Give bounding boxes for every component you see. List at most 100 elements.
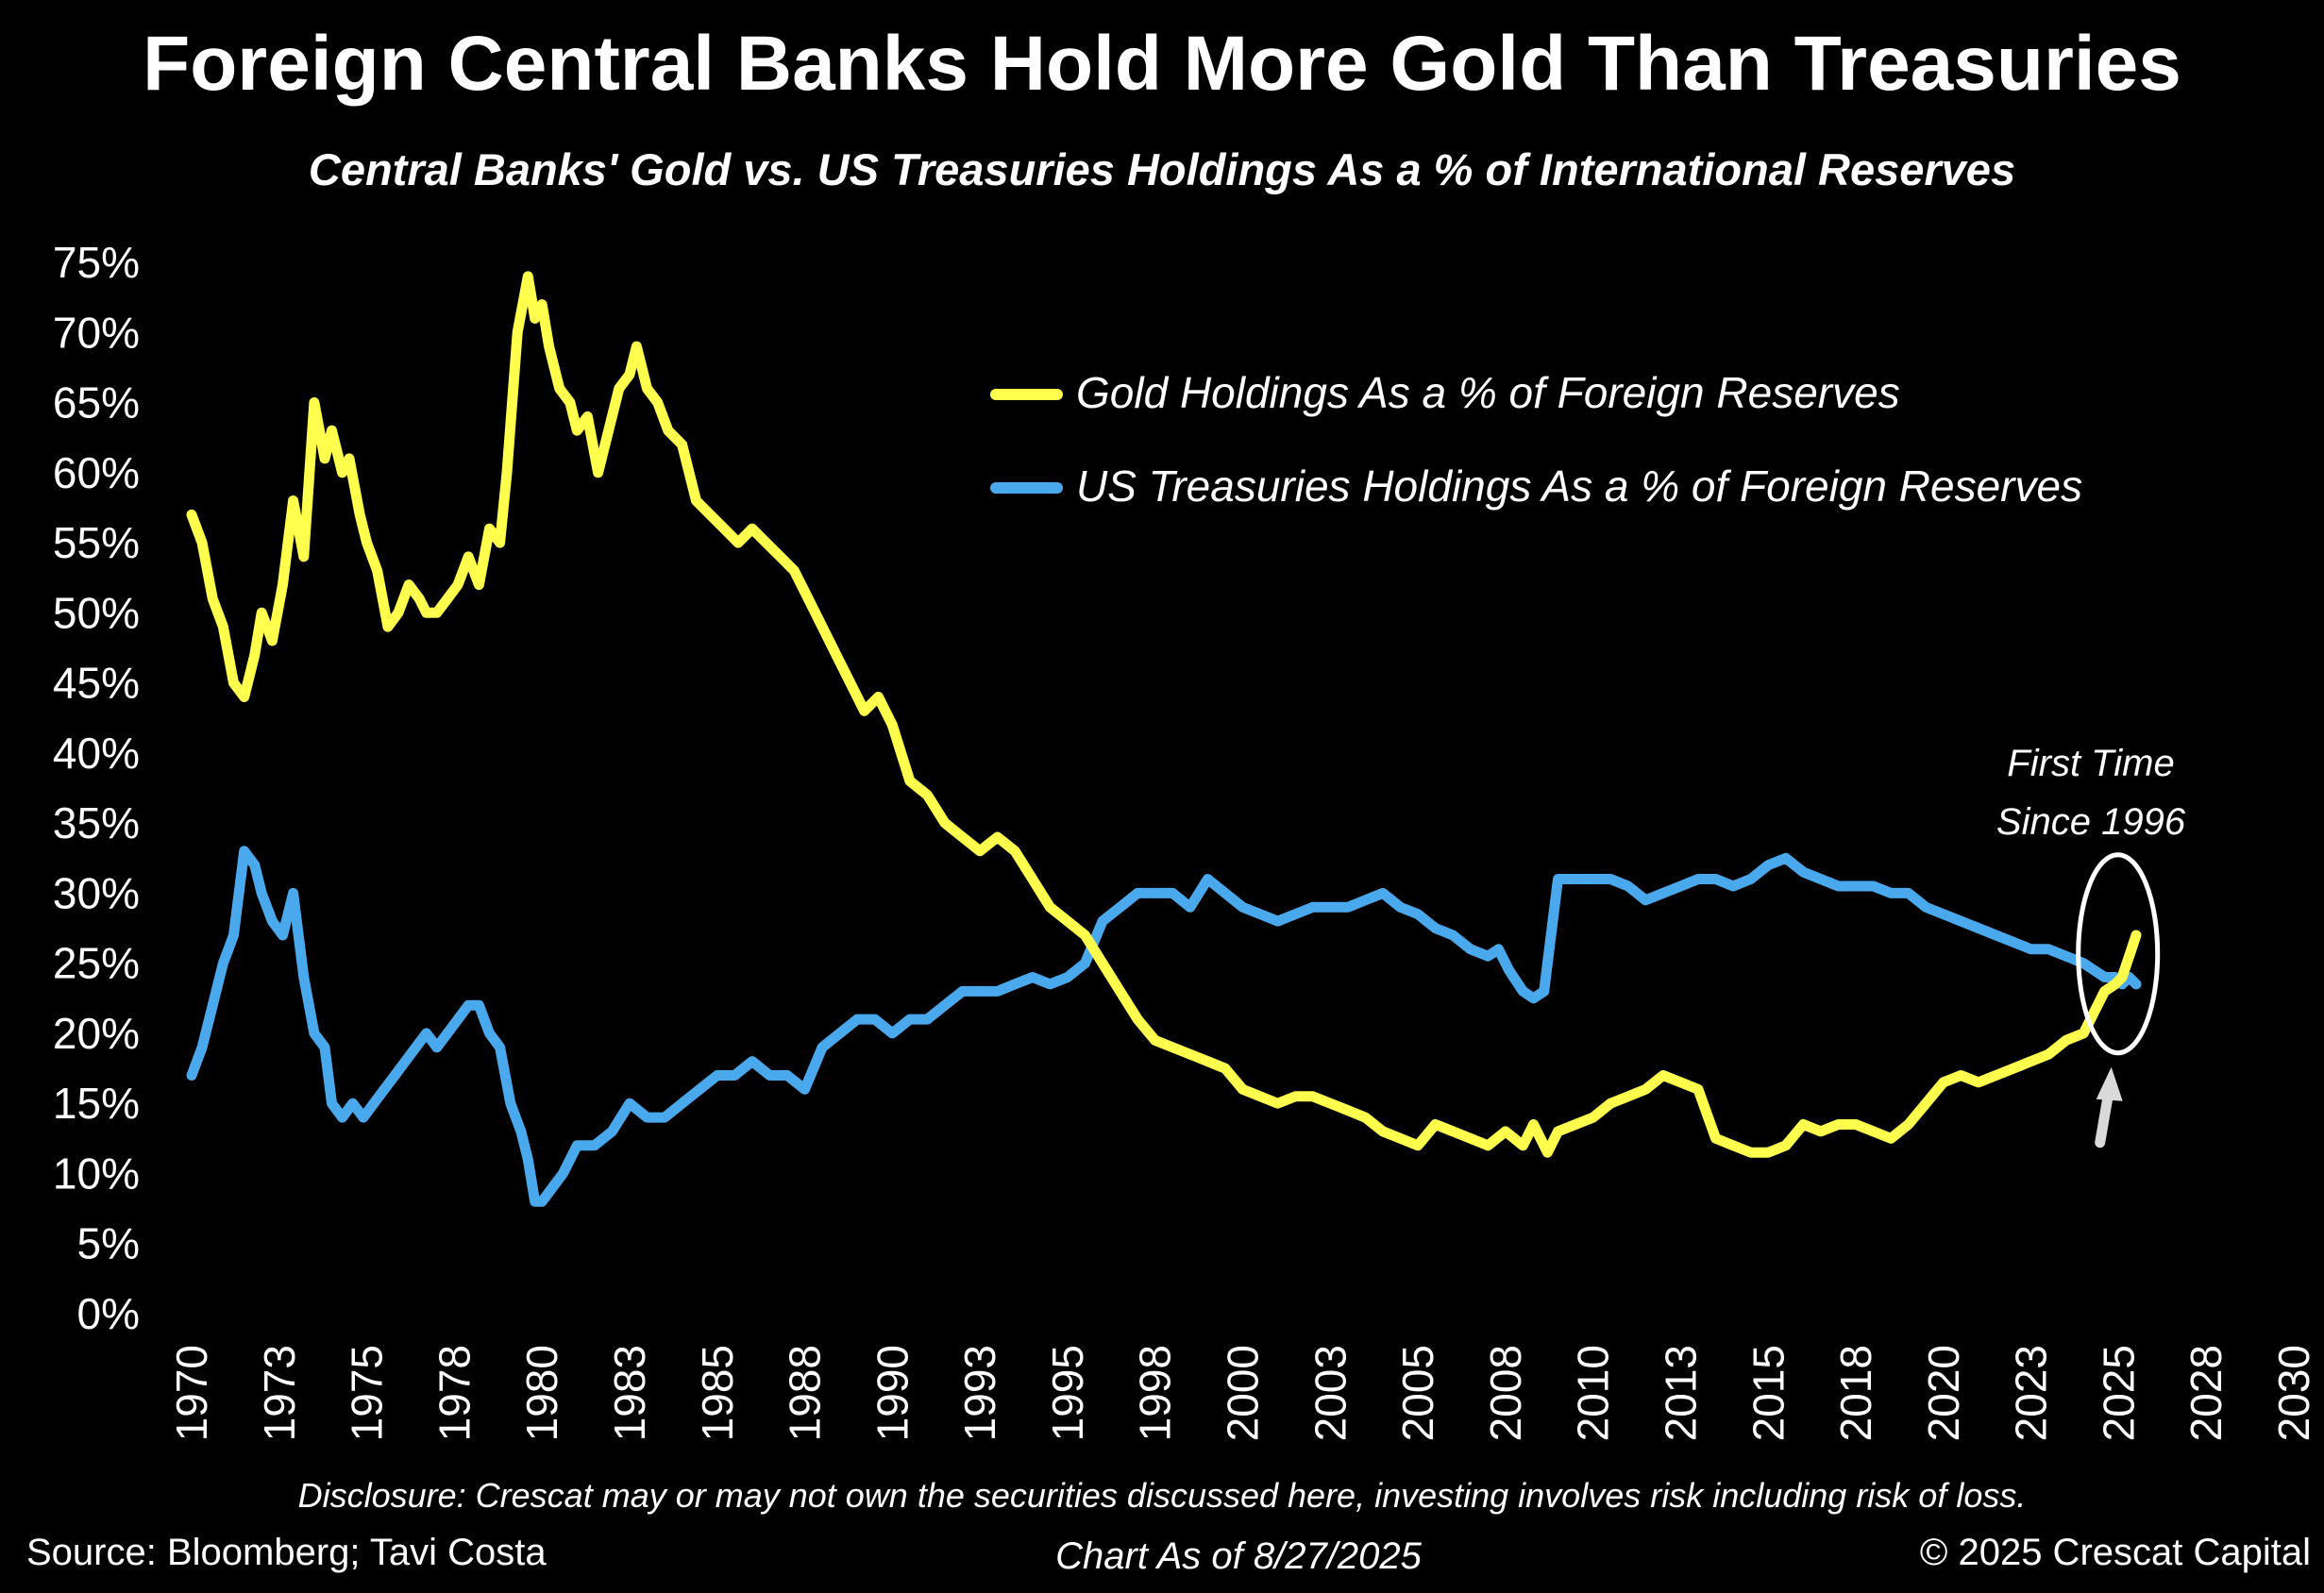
data-point [592,1143,597,1148]
data-point [221,625,226,629]
data-point [1048,905,1053,910]
data-point [1328,905,1333,910]
data-point [340,470,345,475]
data-point [372,1101,376,1106]
data-point [312,1031,316,1035]
data-point [231,933,236,937]
data-point [2092,968,2097,973]
data-point [1541,989,1546,994]
x-tick-label: 2003 [1305,1345,1355,1441]
x-tick-label: 1995 [1043,1345,1092,1441]
data-point [2127,954,2131,959]
data-point [1976,1080,1980,1084]
data-point [561,1171,565,1176]
data-point [231,680,236,685]
data-point [358,512,362,517]
data-point [487,527,492,531]
data-point [1713,877,1718,881]
data-point [855,1017,860,1022]
y-tick-label: 20% [53,1009,140,1058]
data-point [628,1101,632,1106]
x-tick-label: 1998 [1131,1345,1180,1441]
data-point [1240,1087,1245,1092]
data-point [767,1073,772,1078]
legend-label-gold: Gold Holdings As a % of Foreign Reserves [1076,368,1900,417]
data-point [1643,897,1648,902]
x-tick-label: 2010 [1569,1345,1618,1441]
data-point [645,386,649,391]
data-point [2046,947,2051,951]
data-point [1801,1122,1806,1127]
data-point [837,1031,842,1035]
data-point [434,1045,439,1049]
data-point [242,695,246,699]
data-point [1731,884,1736,888]
x-tick-label: 2013 [1656,1345,1705,1441]
data-point [1783,856,1788,861]
data-point [960,989,965,994]
x-tick-label: 2020 [1919,1345,1968,1441]
data-point [2120,975,2125,980]
data-point [1731,1143,1736,1148]
source-text: Source: Bloomberg; Tavi Costa [26,1532,547,1573]
data-point [1451,1129,1456,1133]
x-tick-label: 2008 [1481,1345,1530,1441]
data-point [665,428,670,433]
data-point [1345,905,1350,910]
data-point [1531,996,1536,1000]
data-point [190,1073,194,1078]
data-point [446,1031,449,1035]
x-tick-label: 1970 [167,1345,216,1441]
x-tick-label: 2015 [1743,1345,1793,1441]
data-point [270,919,275,924]
data-point [848,680,852,685]
data-point [943,821,947,826]
data-point [1170,1045,1175,1049]
data-point [2134,933,2138,937]
data-point [1363,1115,1368,1120]
data-point [2092,1010,2097,1014]
data-point [925,1017,930,1022]
data-point [1976,926,1980,931]
data-point [1889,891,1894,896]
data-point [407,582,412,587]
data-point [1924,1101,1928,1106]
data-point [1187,905,1192,910]
data-point [1507,968,1511,973]
data-point [550,1185,555,1190]
data-point [1748,1150,1753,1155]
data-point [606,428,611,433]
data-point [361,1115,365,1120]
data-point [1906,1122,1911,1127]
data-point [1170,891,1175,896]
data-point [301,554,306,559]
data-point [1503,1129,1507,1133]
data-point [1345,1108,1350,1113]
data-point [312,400,316,405]
data-point [403,1059,408,1064]
data-point [1048,981,1053,986]
annotation-line-1: First Time [2007,743,2174,784]
data-point [1416,912,1421,916]
data-point [680,1101,684,1106]
data-point [736,541,740,545]
data-point [1994,1073,1998,1078]
data-point [1591,1115,1595,1120]
data-point [301,975,306,980]
x-tick-label: 2028 [2181,1345,2231,1441]
y-tick-label: 35% [53,798,140,847]
data-point [252,652,257,657]
y-tick-label: 45% [53,659,140,708]
data-point [211,1003,215,1008]
data-point [1994,933,1998,937]
data-point [1205,877,1210,881]
data-point [1222,891,1227,896]
data-point [1136,891,1140,896]
data-point [2063,1038,2068,1043]
data-point [1398,905,1403,910]
data-point [876,695,881,699]
data-point [291,498,295,503]
data-point [722,527,727,531]
y-tick-label: 15% [53,1079,140,1128]
